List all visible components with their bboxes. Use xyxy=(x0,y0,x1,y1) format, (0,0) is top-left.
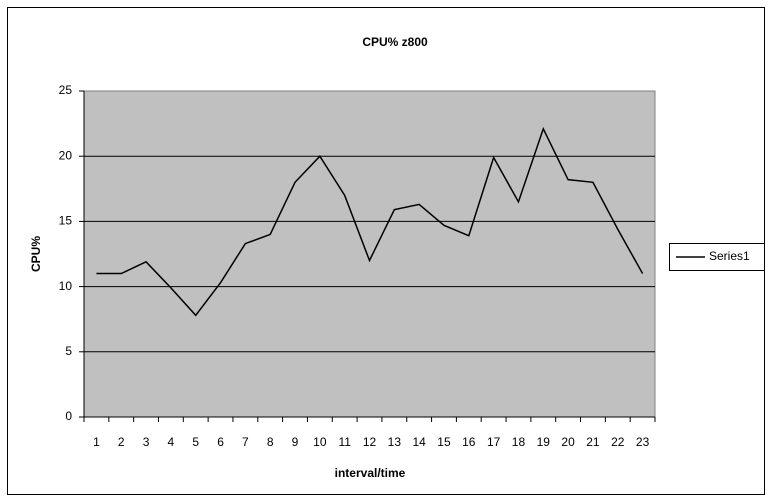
x-tick-label: 8 xyxy=(267,435,274,449)
y-tick-label: 0 xyxy=(65,409,72,423)
x-tick-label: 21 xyxy=(586,435,600,449)
x-tick-label: 7 xyxy=(242,435,249,449)
x-tick-label: 5 xyxy=(192,435,199,449)
legend-label: Series1 xyxy=(709,249,750,263)
x-tick-label: 18 xyxy=(512,435,526,449)
x-tick-label: 22 xyxy=(611,435,625,449)
chart-title: CPU% z800 xyxy=(362,35,428,49)
x-tick-label: 2 xyxy=(118,435,125,449)
y-tick-label: 15 xyxy=(59,214,73,228)
y-tick-label: 20 xyxy=(59,148,73,162)
x-tick-label: 15 xyxy=(437,435,451,449)
x-tick-label: 16 xyxy=(462,435,476,449)
x-tick-label: 10 xyxy=(313,435,327,449)
x-axis-label: interval/time xyxy=(335,466,406,480)
plot-area xyxy=(83,90,656,418)
y-tick-label: 25 xyxy=(59,83,73,97)
x-tick-label: 23 xyxy=(636,435,650,449)
x-tick-label: 6 xyxy=(217,435,224,449)
x-tick-label: 14 xyxy=(412,435,426,449)
x-tick-label: 12 xyxy=(363,435,377,449)
x-tick-label: 19 xyxy=(537,435,551,449)
x-tick-label: 3 xyxy=(143,435,150,449)
x-tick-label: 13 xyxy=(388,435,402,449)
y-tick-label: 5 xyxy=(65,344,72,358)
x-tick-label: 4 xyxy=(168,435,175,449)
x-tick-label: 20 xyxy=(561,435,575,449)
y-axis-label: CPU% xyxy=(29,236,43,272)
y-tick-label: 10 xyxy=(59,279,73,293)
x-tick-label: 1 xyxy=(93,435,100,449)
series-line xyxy=(96,126,644,317)
x-tick-label: 11 xyxy=(338,435,351,449)
x-tick-label: 17 xyxy=(487,435,501,449)
x-tick-label: 9 xyxy=(292,435,299,449)
